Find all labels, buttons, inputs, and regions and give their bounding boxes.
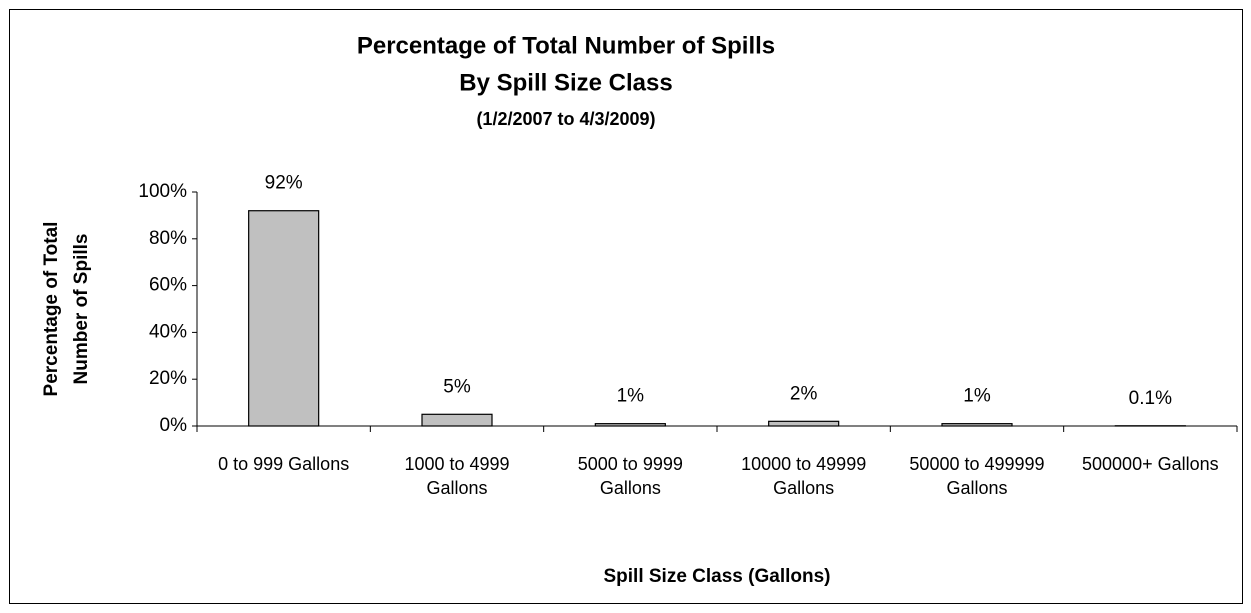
bar xyxy=(768,420,840,427)
x-tick-label-box: 0 to 999 Gallons xyxy=(218,454,350,474)
chart-title: By Spill Size Class xyxy=(459,69,672,96)
x-tick-label-box: 50000 to 499999 Gallons xyxy=(909,454,1045,498)
y-tick-label: 60% xyxy=(149,275,187,296)
x-tick-label-box: 1000 to 4999 Gallons xyxy=(404,454,510,498)
x-tick-label-box: 5000 to 9999 Gallons xyxy=(577,454,683,498)
y-tick-label: 0% xyxy=(160,415,188,436)
bar xyxy=(248,210,320,427)
x-tick-label: 0 to 999 Gallons xyxy=(218,454,350,474)
y-tick-label: 100% xyxy=(138,181,187,202)
x-tick-label-box: 500000+ Gallons xyxy=(1082,454,1219,474)
x-tick-label: 50000 to 499999 Gallons xyxy=(909,454,1045,498)
chart-border xyxy=(9,9,1243,604)
y-tick-label: 80% xyxy=(149,228,187,249)
y-axis-title: Percentage of Total xyxy=(41,222,62,397)
y-tick-label: 20% xyxy=(149,368,187,389)
data-label: 1% xyxy=(963,386,991,407)
y-axis-title: Number of Spills xyxy=(71,234,92,385)
data-label: 5% xyxy=(443,376,471,397)
chart-subtitle: (1/2/2007 to 4/3/2009) xyxy=(476,109,655,129)
chart-title: Percentage of Total Number of Spills xyxy=(357,32,775,59)
bar xyxy=(421,413,493,427)
x-tick-label-box: 10000 to 49999 Gallons xyxy=(741,454,867,498)
y-tick-label: 40% xyxy=(149,321,187,342)
bar xyxy=(941,423,1013,427)
data-label: 1% xyxy=(617,386,645,407)
x-axis-title: Spill Size Class (Gallons) xyxy=(603,566,830,587)
data-label: 0.1% xyxy=(1129,388,1172,409)
x-tick-label: 500000+ Gallons xyxy=(1082,454,1219,474)
data-label: 92% xyxy=(265,173,303,194)
x-tick-label: 1000 to 4999 Gallons xyxy=(404,454,510,498)
x-tick-label: 10000 to 49999 Gallons xyxy=(741,454,867,498)
bar xyxy=(594,423,666,427)
x-tick-label: 5000 to 9999 Gallons xyxy=(577,454,683,498)
data-label: 2% xyxy=(790,383,818,404)
